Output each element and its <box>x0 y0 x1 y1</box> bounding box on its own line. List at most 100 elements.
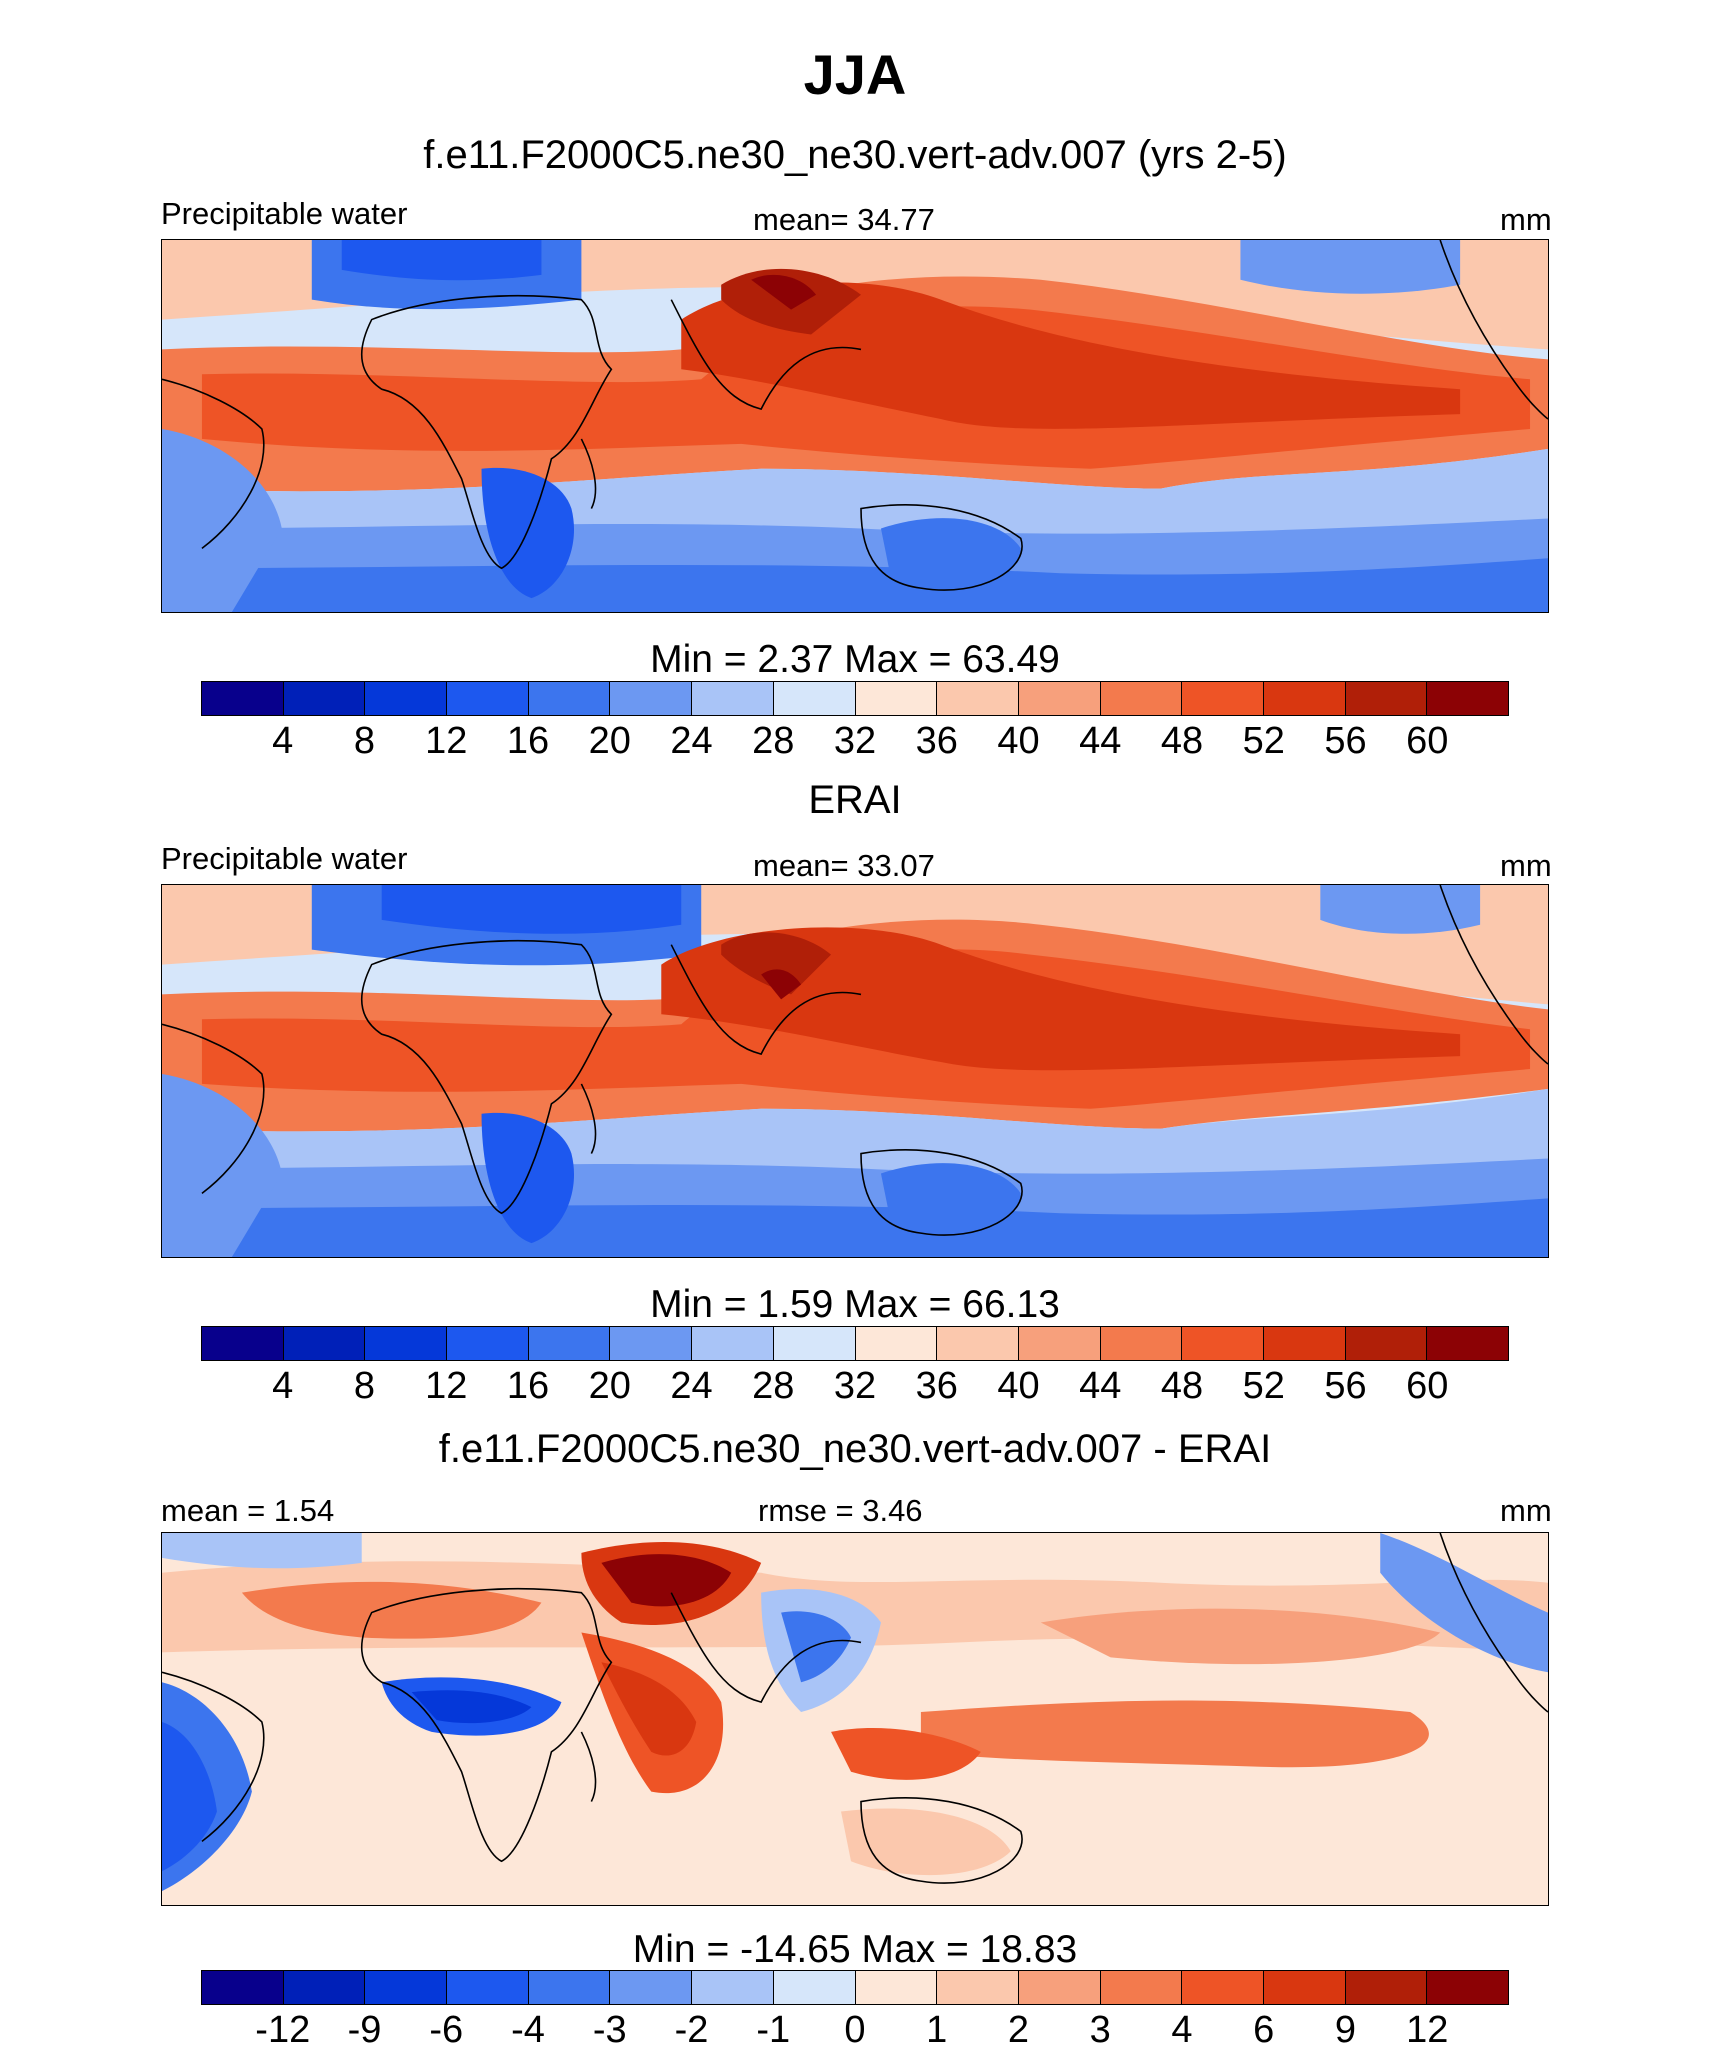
colorbar-tick-label: 0 <box>844 2009 866 2051</box>
colorbar-swatch <box>773 682 856 715</box>
colorbar-tick-label: 52 <box>1242 1365 1285 1407</box>
colorbar-swatch <box>1263 682 1346 715</box>
colorbar-tick-label: 56 <box>1324 1365 1367 1407</box>
colorbar-tick-label: 12 <box>425 1365 468 1407</box>
colorbar-swatch <box>1263 1971 1346 2004</box>
colorbar-tick-label: 16 <box>506 1365 550 1407</box>
panel-2-map <box>161 884 1549 1258</box>
panel-2-colorbar <box>201 1326 1509 1361</box>
panel-2-variable-label: Precipitable water <box>161 841 408 876</box>
colorbar-swatch <box>528 1327 611 1360</box>
panel-3-units-label: mm <box>1500 1493 1552 1528</box>
panel-3-rmse-label: rmse = 3.46 <box>758 1493 923 1528</box>
panel-2-title: ERAI <box>808 778 902 822</box>
colorbar-tick-label: 24 <box>670 1365 713 1407</box>
colorbar-swatch <box>1182 682 1264 715</box>
panel-3-title: f.e11.F2000C5.ne30_ne30.vert-adv.007 - E… <box>438 1427 1272 1471</box>
colorbar-swatch <box>1345 682 1428 715</box>
colorbar-tick-label: 48 <box>1160 1365 1204 1407</box>
colorbar-swatch <box>610 1971 693 2004</box>
colorbar-tick-label: 8 <box>353 720 376 762</box>
panel-2-minmax: Min = 1.59 Max = 66.13 <box>650 1283 1060 1326</box>
colorbar-swatch <box>1018 1971 1101 2004</box>
panel-1-title: f.e11.F2000C5.ne30_ne30.vert-adv.007 (yr… <box>423 133 1287 177</box>
colorbar-swatch <box>1018 682 1101 715</box>
colorbar-tick-label: 4 <box>272 720 294 762</box>
colorbar-swatch <box>365 682 448 715</box>
panel-3-mean-label: mean = 1.54 <box>161 1493 335 1528</box>
colorbar-swatch <box>1182 1971 1264 2004</box>
colorbar-tick-label: 44 <box>1079 1365 1122 1407</box>
colorbar-tick-label: 4 <box>272 1365 294 1407</box>
colorbar-swatch <box>202 1971 284 2004</box>
colorbar-swatch <box>1263 1327 1346 1360</box>
colorbar-tick-label: 8 <box>353 1365 376 1407</box>
colorbar-tick-label: 20 <box>588 720 631 762</box>
colorbar-tick-label: 40 <box>997 1365 1040 1407</box>
colorbar-swatch <box>1100 1327 1183 1360</box>
figure-title: JJA <box>803 43 907 106</box>
colorbar-swatch <box>447 1971 529 2004</box>
panel-1-map <box>161 239 1549 613</box>
colorbar-swatch <box>528 682 611 715</box>
colorbar-tick-label: 4 <box>1171 2009 1193 2051</box>
colorbar-swatch <box>610 682 693 715</box>
colorbar-swatch <box>692 1327 774 1360</box>
colorbar-tick-label: -4 <box>511 2009 545 2051</box>
colorbar-swatch <box>855 682 938 715</box>
panel-1-units-label: mm <box>1500 202 1552 237</box>
colorbar-swatch <box>1345 1327 1428 1360</box>
colorbar-swatch <box>528 1971 611 2004</box>
panel-3-colorbar <box>201 1970 1509 2005</box>
colorbar-tick-label: 20 <box>588 1365 631 1407</box>
colorbar-tick-label: 6 <box>1253 2009 1275 2051</box>
colorbar-swatch <box>202 1327 284 1360</box>
colorbar-swatch <box>283 682 366 715</box>
colorbar-swatch <box>1100 682 1183 715</box>
colorbar-tick-label: 24 <box>670 720 713 762</box>
panel-1-variable-label: Precipitable water <box>161 196 408 231</box>
colorbar-tick-label: 48 <box>1160 720 1204 762</box>
panel-3-minmax: Min = -14.65 Max = 18.83 <box>632 1928 1078 1971</box>
panel-1-mean-label: mean= 34.77 <box>753 202 935 237</box>
colorbar-tick-label: 36 <box>915 1365 958 1407</box>
colorbar-swatch <box>855 1971 938 2004</box>
colorbar-swatch <box>610 1327 693 1360</box>
colorbar-swatch <box>692 1971 774 2004</box>
panel-1-colorbar <box>201 681 1509 716</box>
colorbar-tick-label: 32 <box>833 720 877 762</box>
colorbar-tick-label: -1 <box>756 2009 791 2051</box>
panel-1-minmax: Min = 2.37 Max = 63.49 <box>650 638 1060 681</box>
colorbar-swatch <box>283 1327 366 1360</box>
colorbar-tick-label: 28 <box>752 720 795 762</box>
colorbar-tick-label: 56 <box>1324 720 1367 762</box>
colorbar-swatch <box>365 1971 448 2004</box>
colorbar-tick-label: -6 <box>429 2009 464 2051</box>
colorbar-tick-label: -9 <box>347 2009 382 2051</box>
panel-2-mean-label: mean= 33.07 <box>753 848 935 883</box>
colorbar-tick-label: 28 <box>752 1365 795 1407</box>
colorbar-swatch <box>1345 1971 1428 2004</box>
colorbar-swatch <box>773 1971 856 2004</box>
colorbar-tick-label: 44 <box>1079 720 1122 762</box>
colorbar-tick-label: 60 <box>1406 720 1449 762</box>
colorbar-tick-label: 12 <box>425 720 468 762</box>
colorbar-swatch <box>1427 1327 1508 1360</box>
colorbar-swatch <box>1100 1971 1183 2004</box>
colorbar-tick-label: 3 <box>1089 2009 1111 2051</box>
colorbar-swatch <box>283 1971 366 2004</box>
colorbar-swatch <box>365 1327 448 1360</box>
colorbar-swatch <box>1427 682 1508 715</box>
colorbar-swatch <box>855 1327 938 1360</box>
colorbar-tick-label: 12 <box>1406 2009 1449 2051</box>
colorbar-swatch <box>447 682 529 715</box>
colorbar-tick-label: 2 <box>1007 2009 1030 2051</box>
colorbar-tick-label: -3 <box>592 2009 627 2051</box>
colorbar-tick-label: 16 <box>506 720 550 762</box>
panel-3-map <box>161 1532 1549 1906</box>
colorbar-tick-label: -2 <box>674 2009 709 2051</box>
colorbar-swatch <box>1182 1327 1264 1360</box>
colorbar-tick-label: 40 <box>997 720 1040 762</box>
colorbar-tick-label: -12 <box>255 2009 311 2051</box>
colorbar-swatch <box>1427 1971 1508 2004</box>
